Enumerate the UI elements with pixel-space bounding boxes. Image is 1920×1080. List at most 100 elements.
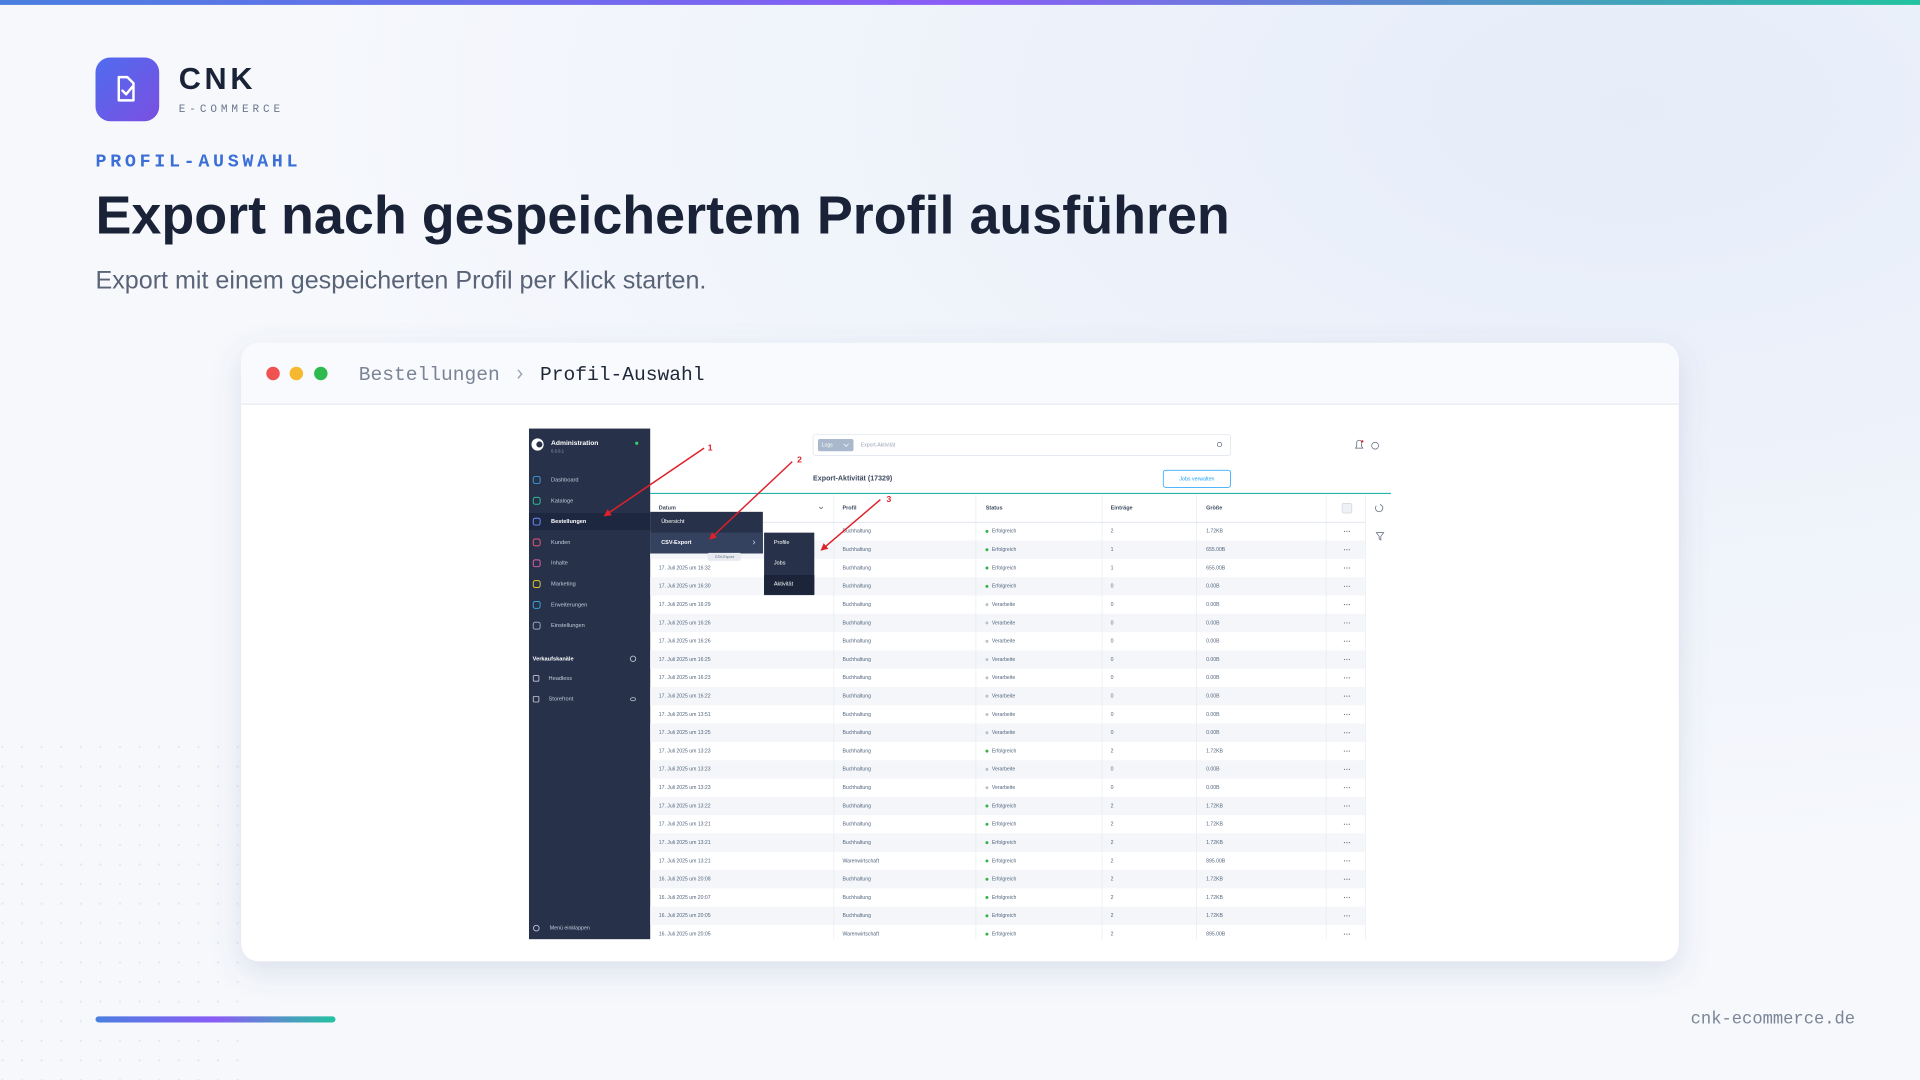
row-stripe — [650, 577, 1366, 596]
row-actions — [1348, 787, 1350, 789]
sidebar-logo-cut — [536, 441, 543, 448]
bell-badge — [1361, 440, 1364, 443]
annotation-arrow — [709, 461, 793, 540]
filter-icon — [1375, 532, 1385, 541]
row-stripe — [650, 540, 1366, 559]
cell-profile: Buchhaltung — [842, 584, 871, 590]
dot-pattern — [0, 734, 245, 1080]
annotations: 1 2 3 — [603, 442, 892, 551]
status-dot — [985, 603, 989, 607]
cell-entries: 2 — [1111, 529, 1114, 535]
sidebar-section: Verkaufskanäle — [533, 656, 574, 662]
cell-profile: Warenwirtschaft — [842, 931, 879, 937]
cell-size: 0.00B — [1206, 602, 1220, 608]
submenu-item: Aktivität — [774, 582, 794, 588]
row-actions — [1348, 732, 1350, 734]
search-scope-label: Logs — [822, 443, 834, 449]
cell-size: 1.72KB — [1206, 895, 1223, 901]
row-actions — [1343, 787, 1346, 789]
cell-status: Erfolgreich — [992, 840, 1017, 846]
cell-entries: 2 — [1111, 931, 1114, 937]
status-dot — [985, 712, 989, 716]
row-actions — [1343, 677, 1346, 679]
cell-date: 17. Juli 2025 um 13:23 — [659, 785, 711, 791]
collapse-icon — [533, 924, 540, 932]
channel-icon — [532, 675, 540, 682]
row-actions — [1348, 915, 1350, 917]
page-heading: Export-Aktivität (17329) — [813, 475, 893, 483]
sidebar-item: Inhalte — [551, 561, 568, 567]
cell-size: 0.00B — [1206, 712, 1220, 718]
cell-status: Erfolgreich — [992, 822, 1017, 828]
cell-date: 17. Juli 2025 um 13:25 — [659, 730, 711, 736]
cell-status: Verarbeite — [992, 712, 1016, 718]
cell-date: 17. Juli 2025 um 13:22 — [659, 803, 711, 809]
row-actions — [1343, 860, 1346, 862]
cell-size: 0.00B — [1206, 694, 1220, 700]
row-actions — [1348, 860, 1350, 862]
status-dot — [985, 841, 989, 845]
submenu-item: Profile — [774, 540, 790, 546]
status-dot — [985, 621, 989, 625]
search-scope — [817, 438, 854, 452]
tooltip — [707, 552, 741, 561]
submenu-item: Jobs — [774, 561, 786, 567]
row-actions — [1348, 640, 1350, 642]
sidebar-section-icon — [629, 655, 637, 662]
row-actions — [1348, 823, 1350, 825]
cell-size: 0.00B — [1206, 657, 1220, 663]
row-actions — [1343, 933, 1346, 935]
status-dot — [985, 786, 989, 790]
cell-size: 0.00B — [1206, 620, 1220, 626]
row-stripe — [650, 906, 1366, 925]
eyebrow: PROFIL-AUSWAHL — [96, 151, 302, 172]
cell-size: 1.72KB — [1206, 877, 1223, 883]
row-actions — [1348, 549, 1350, 551]
column-header: Status — [986, 506, 1003, 512]
cell-status: Verarbeite — [992, 694, 1016, 700]
cell-profile: Buchhaltung — [842, 602, 871, 608]
row-actions — [1346, 695, 1348, 697]
row-actions — [1346, 530, 1348, 533]
cell-profile: Buchhaltung — [842, 712, 871, 718]
subtitle: Export mit einem gespeicherten Profil pe… — [96, 266, 707, 294]
window-dot-green — [314, 366, 328, 381]
breadcrumb-current: Profil-Auswahl — [540, 364, 704, 386]
row-actions — [1348, 750, 1350, 752]
status-dot — [985, 639, 989, 643]
cell-status: Erfolgreich — [992, 877, 1017, 883]
channel-item: Storefront — [549, 697, 574, 703]
logo — [95, 57, 160, 122]
row-actions — [1346, 567, 1348, 569]
sidebar-icon — [532, 476, 541, 484]
row-actions — [1343, 585, 1346, 587]
status-dot — [985, 932, 989, 936]
row-actions — [1343, 622, 1346, 624]
sidebar-version: 6.6.8.1 — [551, 448, 565, 453]
cell-profile: Buchhaltung — [842, 694, 871, 700]
cell-date: 17. Juli 2025 um 16:22 — [659, 694, 711, 700]
cell-entries: 0 — [1111, 620, 1114, 626]
row-actions — [1343, 841, 1346, 844]
column-header: Datum — [659, 506, 676, 512]
annotation-arrow — [603, 447, 705, 517]
cell-profile: Buchhaltung — [842, 675, 871, 681]
sidebar-icon — [532, 538, 541, 547]
row-actions — [1346, 622, 1348, 624]
tooltip-label: CSV-Export — [715, 555, 734, 559]
sidebar-icon — [532, 600, 541, 609]
row-actions — [1343, 658, 1346, 661]
status-dot — [985, 731, 989, 735]
sidebar-icon — [532, 621, 541, 630]
cell-status: Erfolgreich — [992, 931, 1017, 937]
cell-status: Erfolgreich — [992, 858, 1017, 864]
row-stripe — [650, 723, 1366, 742]
status-dot — [985, 749, 989, 753]
breadcrumb-item: Bestellungen — [359, 364, 500, 386]
cell-date: 17. Juli 2025 um 16:23 — [659, 675, 711, 681]
cell-size: 0.00B — [1206, 767, 1220, 773]
cell-profile: Buchhaltung — [842, 547, 871, 553]
cell-status: Erfolgreich — [992, 895, 1017, 901]
